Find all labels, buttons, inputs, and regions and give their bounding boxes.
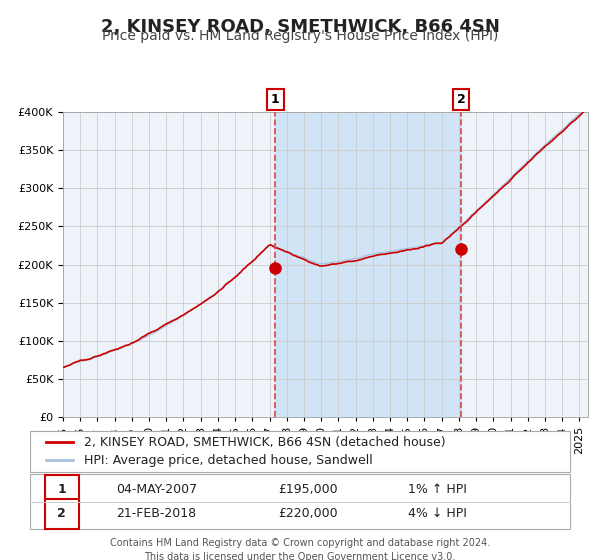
- Text: 2, KINSEY ROAD, SMETHWICK, B66 4SN: 2, KINSEY ROAD, SMETHWICK, B66 4SN: [101, 18, 499, 36]
- Bar: [45, 475, 79, 505]
- Text: 1% ↑ HPI: 1% ↑ HPI: [408, 483, 467, 496]
- Bar: [275, 112, 461, 417]
- Text: 1: 1: [271, 93, 280, 106]
- Text: 2: 2: [457, 93, 466, 106]
- Text: HPI: Average price, detached house, Sandwell: HPI: Average price, detached house, Sand…: [84, 454, 373, 466]
- Text: £220,000: £220,000: [278, 507, 338, 520]
- Bar: [45, 499, 79, 529]
- Text: 21-FEB-2018: 21-FEB-2018: [116, 507, 197, 520]
- Text: 1: 1: [58, 483, 66, 496]
- Text: Contains HM Land Registry data © Crown copyright and database right 2024.
This d: Contains HM Land Registry data © Crown c…: [110, 538, 490, 560]
- Text: £195,000: £195,000: [278, 483, 338, 496]
- Text: 2, KINSEY ROAD, SMETHWICK, B66 4SN (detached house): 2, KINSEY ROAD, SMETHWICK, B66 4SN (deta…: [84, 436, 446, 449]
- Text: Price paid vs. HM Land Registry's House Price Index (HPI): Price paid vs. HM Land Registry's House …: [102, 29, 498, 43]
- Text: 2: 2: [58, 507, 66, 520]
- Text: 4% ↓ HPI: 4% ↓ HPI: [408, 507, 467, 520]
- Text: 04-MAY-2007: 04-MAY-2007: [116, 483, 197, 496]
